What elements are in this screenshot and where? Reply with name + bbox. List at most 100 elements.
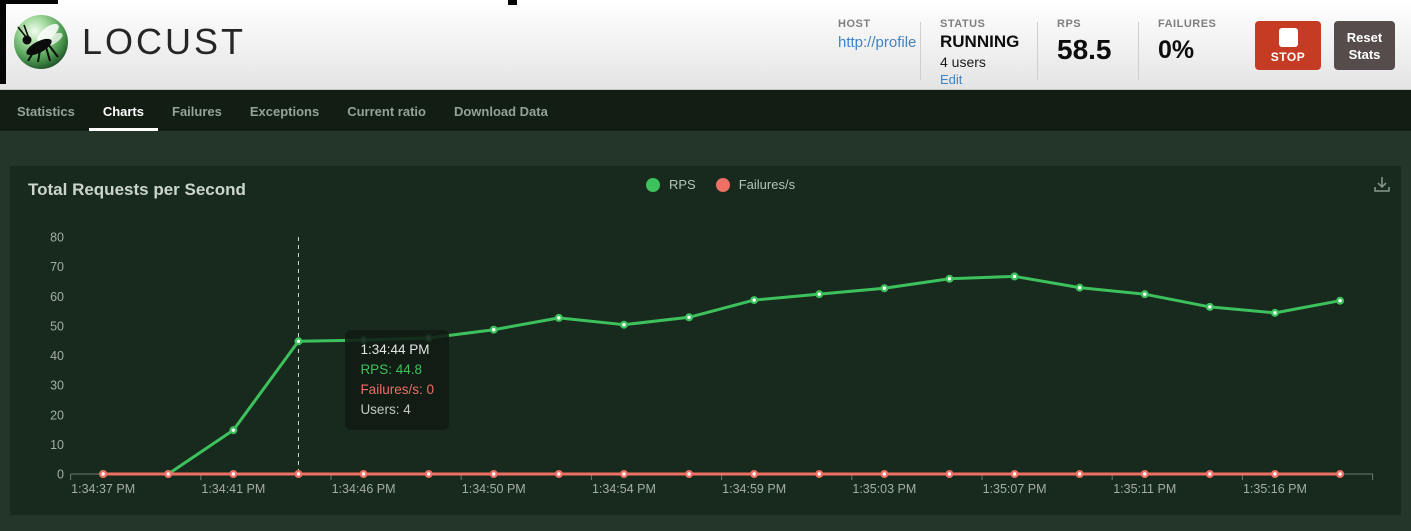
x-axis-tick-label: 1:35:03 PM [852,482,916,496]
data-point-marker-core [1077,472,1082,476]
edit-link[interactable]: Edit [940,72,963,87]
divider [920,22,921,80]
y-axis-tick-label: 80 [50,231,64,245]
data-point-marker-core [557,316,561,320]
data-point-marker-core [752,472,756,476]
rps-label: RPS [1057,18,1082,30]
tab-failures[interactable]: Failures [172,104,222,119]
host-label: HOST [838,18,871,30]
tab-charts[interactable]: Charts [88,90,158,131]
data-point-marker-core [1208,472,1212,476]
data-point-marker-core [1012,274,1017,279]
host-value[interactable]: http://profile [838,34,917,51]
x-axis-tick-label: 1:34:46 PM [332,482,396,496]
data-point-marker-core [1208,305,1212,309]
data-point-marker-core [622,322,626,327]
stop-button-label: STOP [1270,49,1306,64]
reset-stats-button[interactable]: Reset Stats [1334,21,1395,70]
tab-statistics[interactable]: Statistics [17,104,75,119]
x-axis-tick-label: 1:35:07 PM [983,482,1047,496]
y-axis-tick-label: 40 [50,349,64,363]
data-point-marker-core [166,472,170,476]
data-point-marker-core [492,472,496,476]
data-point-marker-core [296,472,301,476]
chart-plot-area[interactable]: 0 10 20 30 40 50 60 70 80 1:34:37 PM 1:34:41 PM 1:3… [10,166,1401,515]
y-axis-tick-label: 20 [50,408,64,422]
data-point-marker-core [622,472,626,476]
status-label: STATUS [940,18,986,30]
divider [1138,22,1139,80]
download-chart-icon[interactable] [1371,174,1393,196]
tab-exceptions[interactable]: Exceptions [249,104,320,119]
data-point-marker-core [817,292,821,296]
failures-label: FAILURES [1158,18,1217,30]
rps-legend-dot-icon [646,177,660,192]
data-point-marker-core [361,338,366,342]
chart-legend: RPS Failures/s [646,177,795,192]
divider [1037,22,1038,80]
legend-item-rps[interactable]: RPS [646,177,696,192]
failures-legend-dot-icon [715,177,730,192]
x-axis-tick-label: 1:34:50 PM [462,482,526,496]
y-axis-tick-label: 10 [50,438,64,452]
data-point-marker-core [101,472,105,476]
data-point-marker-core [947,277,952,281]
data-point-marker-core [231,472,236,476]
nav-bar: Statistics Charts Failures Exceptions Cu… [0,90,1411,131]
status-value: RUNNING [940,32,1020,51]
chart-title: Total Requests per Second [28,180,246,199]
y-axis-tick-label: 70 [50,260,64,274]
locust-logo-icon [14,15,68,69]
data-point-marker-core [231,428,236,432]
data-point-marker-core [1273,311,1277,315]
data-point-marker-core [687,315,691,319]
data-point-marker-core [882,472,887,476]
data-point-marker-core [1077,285,1082,290]
locust-logo: LOCUST [12,13,246,71]
data-point-marker-core [361,472,366,476]
legend-label: RPS [669,177,696,192]
rps-value: 58.5 [1057,34,1112,65]
data-point-marker-core [492,328,496,332]
rps-info: RPS 58.5 [1057,18,1112,66]
data-point-marker-core [1143,292,1147,296]
header: LOCUST HOST http://profile STATUS RUNNIN… [0,0,1411,90]
stop-button[interactable]: STOP [1255,21,1321,70]
data-point-marker-core [1338,298,1342,303]
legend-label: Failures/s [738,177,796,192]
data-point-marker-core [687,472,691,476]
data-point-marker-core [1338,472,1342,476]
user-count: 4 users [940,54,986,70]
data-point-marker-core [296,339,301,343]
screenshot-edge-artifact [508,0,517,5]
tab-download-data[interactable]: Download Data [453,104,548,119]
data-point-marker-core [1012,472,1017,476]
data-point-marker-core [882,286,887,290]
x-axis-tick-label: 1:34:41 PM [201,482,265,496]
screenshot-edge-artifact [0,0,6,84]
y-axis-tick-label: 30 [50,379,64,393]
failures-value: 0% [1158,36,1195,64]
host-info: HOST http://profile [838,18,916,51]
failures-info: FAILURES 0% [1158,18,1216,65]
tab-current-ratio[interactable]: Current ratio [347,104,426,119]
data-point-marker-core [557,472,561,476]
data-point-marker-core [426,472,431,476]
data-point-marker-core [426,336,431,340]
logo-text: LOCUST [82,21,247,62]
x-axis-tick-label: 1:34:37 PM [71,482,135,496]
x-axis-tick-label: 1:34:59 PM [722,482,786,496]
y-axis-tick-label: 0 [57,468,64,482]
data-point-marker-core [947,472,952,476]
x-axis-tick-label: 1:35:11 PM [1113,482,1176,496]
chart-panel: Total Requests per Second RPS Failures/s… [10,166,1401,515]
x-axis-tick-label: 1:35:16 PM [1243,482,1307,496]
data-point-marker-core [817,472,821,476]
rps-line [101,274,1342,476]
screenshot-edge-artifact [0,0,58,4]
data-point-marker-core [1273,472,1277,476]
status-info: STATUS RUNNING 4 users Edit [940,18,1019,87]
legend-item-failures[interactable]: Failures/s [715,177,796,192]
data-point-marker-core [752,298,756,302]
y-axis-tick-label: 60 [50,290,64,304]
